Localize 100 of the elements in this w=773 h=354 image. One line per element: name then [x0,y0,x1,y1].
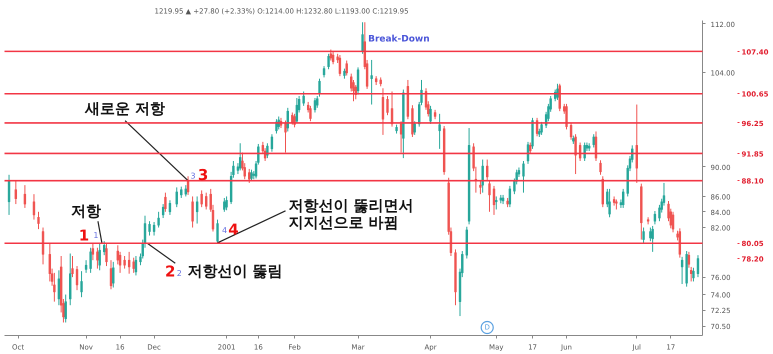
annotation: 4 [228,220,239,238]
annotation: 새로운 저항 [84,100,166,118]
candlestick [651,225,654,252]
candlestick [672,211,674,233]
candlestick [105,242,108,267]
candlestick [200,190,203,208]
candlestick [345,60,348,76]
candlestick [238,142,242,171]
annotation: 2 [176,269,182,278]
candlestick [434,109,436,120]
candlestick [89,247,92,274]
candlestick [162,204,164,219]
candlestick [678,228,682,258]
candlestick [361,22,364,54]
candlestick [48,243,52,282]
annotation: 저항선이 뚫리면서 지지선으로 바뀜 [288,196,414,232]
candlestick [314,97,316,113]
candlestick [692,267,695,282]
candlestick [479,179,482,195]
candlestick [382,88,384,136]
candlestick [495,196,498,210]
candlestick [58,270,60,306]
candlestick [128,251,130,274]
candlestick [654,210,656,225]
candlestick [196,196,198,224]
candlestick [506,197,509,208]
annotation: 3 [190,172,196,181]
candlestick [80,270,83,298]
candlestick [148,220,151,236]
candlestick [565,103,568,130]
candlestick [570,122,572,140]
candlestick [558,83,561,112]
candlestick [270,134,274,152]
annotation: 4 [222,226,228,235]
candlestick [164,192,167,212]
candlestick [176,186,178,208]
candlestick [309,105,312,122]
candlestick [599,160,602,176]
annotation: 저항 [70,202,101,220]
candlestick [92,243,94,261]
candlestick [223,197,226,212]
candlestick [486,159,488,180]
candlestick [338,54,342,77]
candlestick [615,198,618,210]
candlestick [390,90,394,128]
annotation: 1 [78,226,90,245]
candlestick [540,121,543,136]
candlestick [32,194,36,220]
candlestick [343,68,346,80]
candlestick [481,159,484,194]
candlestick [413,120,416,136]
annotation: 저항선이 뚫림 [187,262,283,280]
candlestick [296,97,298,124]
candlestick [225,196,228,211]
candlestick [42,227,44,265]
candlestick [184,184,188,197]
candlestick [191,196,194,228]
candlestick [332,51,334,65]
candlestick [612,196,616,206]
candlestick [180,186,182,198]
candlestick [592,134,595,148]
candlestick [157,211,160,228]
candlestick [322,66,326,78]
candlestick [250,169,253,182]
candlestick [327,53,330,70]
candlestick [574,134,577,175]
candlestick [84,260,88,274]
candlestick [680,256,684,285]
candlestick [488,180,491,212]
candlestick [370,59,373,106]
annotation: 1 [93,231,98,240]
annotation: Break-Down [368,34,430,44]
candlestick [168,200,172,216]
candlestick [134,256,138,276]
candlestick [64,294,67,323]
candlestick [438,113,441,150]
candlestick [112,261,114,288]
candlestick [286,107,289,132]
candlestick [248,168,250,184]
candlestick [608,188,611,218]
candlestick [24,184,26,208]
candlestick [536,117,538,137]
candlestick [14,180,18,205]
candlestick [76,266,78,291]
candlestick [186,176,190,196]
candlestick [302,90,305,106]
candlestick [123,256,126,270]
candlestick [330,49,332,62]
candlestick [642,227,645,244]
candlestick [103,240,106,256]
candlestick [53,272,56,302]
candlestick [291,112,294,126]
candlestick [96,247,99,270]
candlestick [529,142,532,154]
candlestick [522,160,525,194]
annotation: 3 [198,166,208,184]
candlestick [636,104,638,184]
candlestick [356,66,360,96]
candlestick [696,254,700,278]
candlestick [429,105,432,124]
